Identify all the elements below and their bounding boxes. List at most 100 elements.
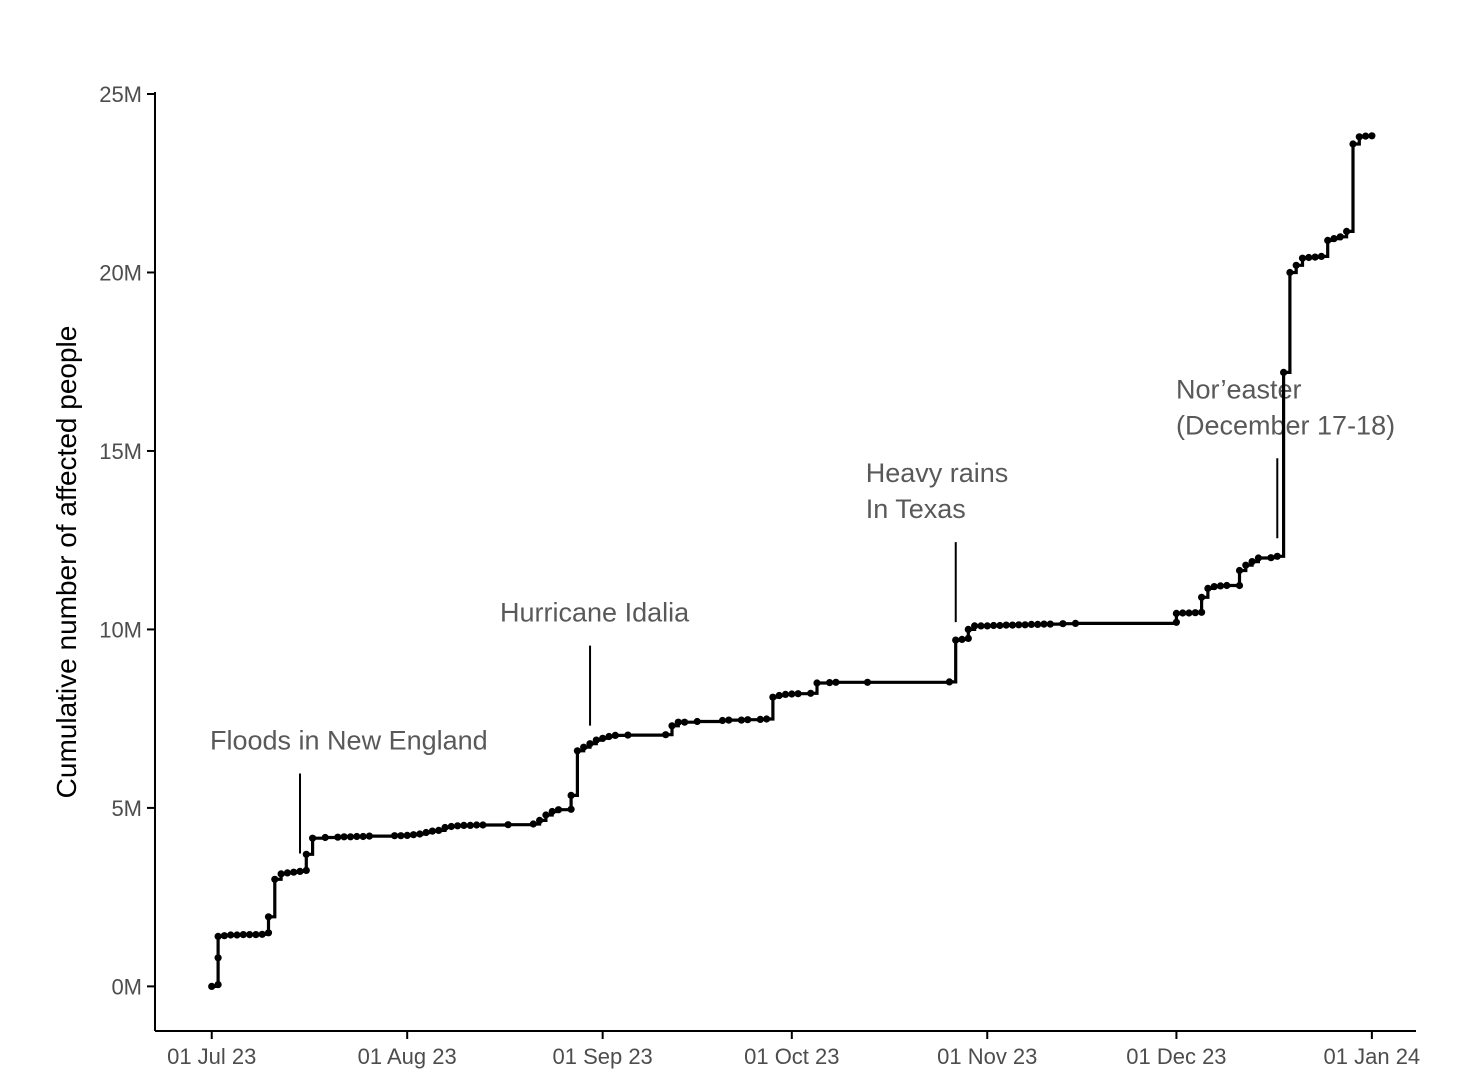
data-point xyxy=(277,870,285,878)
y-tick-label: 25M xyxy=(99,82,142,107)
data-point xyxy=(1021,621,1029,629)
data-point xyxy=(1185,609,1193,617)
data-point xyxy=(409,831,418,839)
data-point xyxy=(1324,236,1332,244)
data-point xyxy=(1368,132,1376,140)
data-point xyxy=(1336,233,1344,241)
data-point xyxy=(1235,581,1244,590)
data-point xyxy=(536,816,544,825)
data-point xyxy=(239,931,247,939)
annotation-label: Floods in New England xyxy=(210,725,488,755)
data-point xyxy=(952,636,960,644)
annotation-label: Nor’easter xyxy=(1176,374,1302,404)
data-point xyxy=(1198,608,1206,616)
data-point xyxy=(264,913,273,921)
data-point xyxy=(346,833,355,841)
data-point xyxy=(958,635,966,644)
x-tick-label: 01 Dec 23 xyxy=(1126,1044,1226,1069)
data-point xyxy=(1286,268,1294,277)
data-point xyxy=(1305,253,1313,262)
data-point xyxy=(246,931,254,939)
data-point xyxy=(567,791,575,800)
data-point xyxy=(416,830,424,838)
data-point xyxy=(1191,609,1199,617)
data-point xyxy=(1292,261,1300,269)
data-point xyxy=(990,621,998,630)
data-point xyxy=(422,828,430,837)
y-tick-label: 10M xyxy=(99,617,142,642)
data-point xyxy=(504,821,512,829)
data-point xyxy=(1216,582,1225,590)
data-point xyxy=(599,734,607,742)
data-point xyxy=(763,715,771,723)
data-point xyxy=(391,832,399,840)
y-tick-label: 15M xyxy=(99,439,142,464)
data-point xyxy=(1280,368,1288,376)
data-point xyxy=(573,747,582,755)
data-point xyxy=(479,821,487,829)
data-point xyxy=(769,693,777,701)
data-point xyxy=(447,822,455,831)
data-point xyxy=(744,716,752,724)
data-point xyxy=(1254,554,1262,562)
data-point xyxy=(548,807,556,816)
data-point xyxy=(302,866,310,875)
data-point xyxy=(826,679,834,687)
data-point xyxy=(756,715,764,724)
data-point xyxy=(807,689,815,697)
data-point xyxy=(964,625,972,634)
data-point xyxy=(1311,253,1319,261)
data-point xyxy=(863,678,872,686)
data-point xyxy=(365,832,373,840)
data-point xyxy=(309,834,317,842)
data-point xyxy=(554,806,563,814)
data-point xyxy=(668,722,676,730)
x-tick-label: 01 Oct 23 xyxy=(744,1044,839,1069)
data-point xyxy=(1330,235,1338,243)
data-point xyxy=(781,690,790,699)
data-point xyxy=(258,930,266,938)
data-point xyxy=(1059,620,1067,628)
data-point xyxy=(302,850,310,858)
data-point xyxy=(340,833,348,841)
data-point xyxy=(208,982,216,991)
data-point xyxy=(1034,620,1042,629)
data-point xyxy=(214,981,222,989)
data-point xyxy=(359,832,367,841)
x-tick-label: 01 Jul 23 xyxy=(167,1044,256,1069)
x-tick-label: 01 Sep 23 xyxy=(552,1044,652,1069)
data-point xyxy=(1040,620,1048,628)
annotation-label: (December 17-18) xyxy=(1176,410,1395,440)
data-point xyxy=(964,634,972,643)
data-point xyxy=(1179,609,1187,617)
data-point xyxy=(624,731,632,739)
y-tick-label: 20M xyxy=(99,260,142,285)
data-point xyxy=(296,867,304,876)
data-point xyxy=(1015,621,1023,629)
data-point xyxy=(813,679,821,687)
annotation-label: Heavy rains xyxy=(866,458,1009,488)
data-point xyxy=(1349,140,1357,148)
data-point xyxy=(586,740,594,748)
data-point xyxy=(794,690,802,698)
data-point xyxy=(1267,554,1275,562)
data-point xyxy=(428,827,436,835)
data-point xyxy=(1362,132,1370,140)
data-point xyxy=(983,622,991,630)
data-point xyxy=(725,716,733,724)
data-point xyxy=(252,931,260,939)
data-point xyxy=(611,731,619,740)
data-point xyxy=(1210,583,1218,591)
data-point xyxy=(334,833,342,841)
data-point xyxy=(264,929,273,937)
annotation-label: Hurricane Idalia xyxy=(500,598,690,628)
data-point xyxy=(1343,227,1351,235)
data-point xyxy=(529,820,537,828)
data-point xyxy=(542,811,550,819)
data-point xyxy=(435,826,443,835)
series-layer xyxy=(208,132,1376,991)
data-point xyxy=(1046,620,1054,628)
data-point xyxy=(580,743,588,751)
data-point xyxy=(788,690,796,698)
